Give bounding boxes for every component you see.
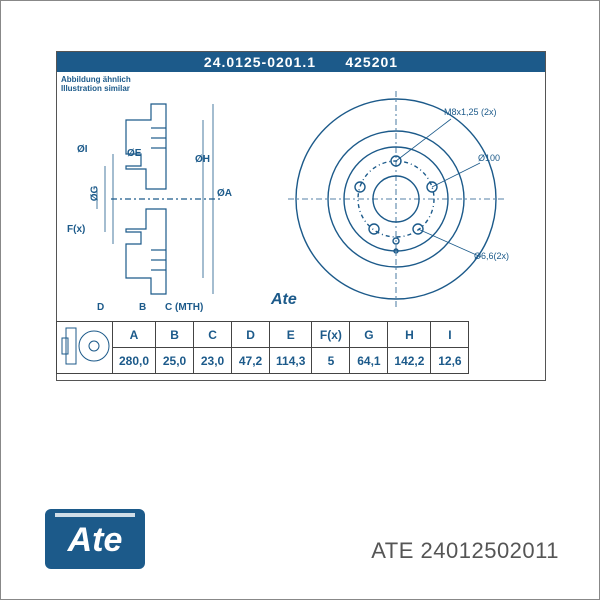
hdr-C: C <box>194 322 232 348</box>
val-C: 23,0 <box>194 348 232 374</box>
note-de: Abbildung ähnlich <box>61 75 131 84</box>
dim-E: ØE <box>127 148 141 159</box>
val-I: 12,6 <box>431 348 469 374</box>
part-no-2: 425201 <box>345 54 398 70</box>
drawing-area: ØA ØH ØG ØE ØI F(x) B C (MTH) D <box>61 89 541 319</box>
hdr-D: D <box>232 322 270 348</box>
dim-F: F(x) <box>67 224 85 235</box>
front-svg <box>256 89 536 309</box>
dim-B: B <box>139 302 146 313</box>
ate-watermark: Ate <box>271 291 297 309</box>
val-E: 114,3 <box>270 348 312 374</box>
table-header-row: A B C D E F(x) G H I <box>57 322 469 348</box>
rotor-icon-cell <box>57 322 113 374</box>
rotor-mini-icon <box>60 324 110 368</box>
product-diagram: 24.0125-0201.1 425201 Abbildung ähnlich … <box>0 0 600 600</box>
side-svg <box>91 94 271 314</box>
val-G: 64,1 <box>350 348 388 374</box>
front-face-view: M8x1,25 (2x) Ø6,6(2x) Ø100 <box>256 89 536 309</box>
dim-H: ØH <box>195 154 210 165</box>
hole-callout: Ø6,6(2x) <box>474 251 509 261</box>
dimension-table: A B C D E F(x) G H I 280,0 25,0 23,0 47,… <box>56 321 469 374</box>
val-F: 5 <box>312 348 350 374</box>
thread-callout: M8x1,25 (2x) <box>444 107 497 117</box>
dim-D: D <box>97 302 104 313</box>
hdr-B: B <box>156 322 194 348</box>
val-B: 25,0 <box>156 348 194 374</box>
part-no-1: 24.0125-0201.1 <box>204 54 316 70</box>
hdr-A: A <box>113 322 156 348</box>
pcd-callout: Ø100 <box>478 153 500 163</box>
part-header: 24.0125-0201.1 425201 <box>57 52 545 72</box>
hdr-G: G <box>350 322 388 348</box>
hdr-E: E <box>270 322 312 348</box>
dim-G: ØG <box>89 186 100 202</box>
val-A: 280,0 <box>113 348 156 374</box>
caption: ATE 24012502011 <box>371 538 559 564</box>
dim-I: ØI <box>77 144 88 155</box>
hdr-F: F(x) <box>312 322 350 348</box>
dim-C: C (MTH) <box>165 302 203 313</box>
val-D: 47,2 <box>232 348 270 374</box>
table-value-row: 280,0 25,0 23,0 47,2 114,3 5 64,1 142,2 … <box>57 348 469 374</box>
ate-logo: Ate <box>41 501 151 581</box>
svg-text:Ate: Ate <box>67 521 123 559</box>
side-section-view: ØA ØH ØG ØE ØI F(x) B C (MTH) D <box>91 94 211 304</box>
dim-A: ØA <box>217 188 232 199</box>
val-H: 142,2 <box>388 348 431 374</box>
hdr-H: H <box>388 322 431 348</box>
hdr-I: I <box>431 322 469 348</box>
